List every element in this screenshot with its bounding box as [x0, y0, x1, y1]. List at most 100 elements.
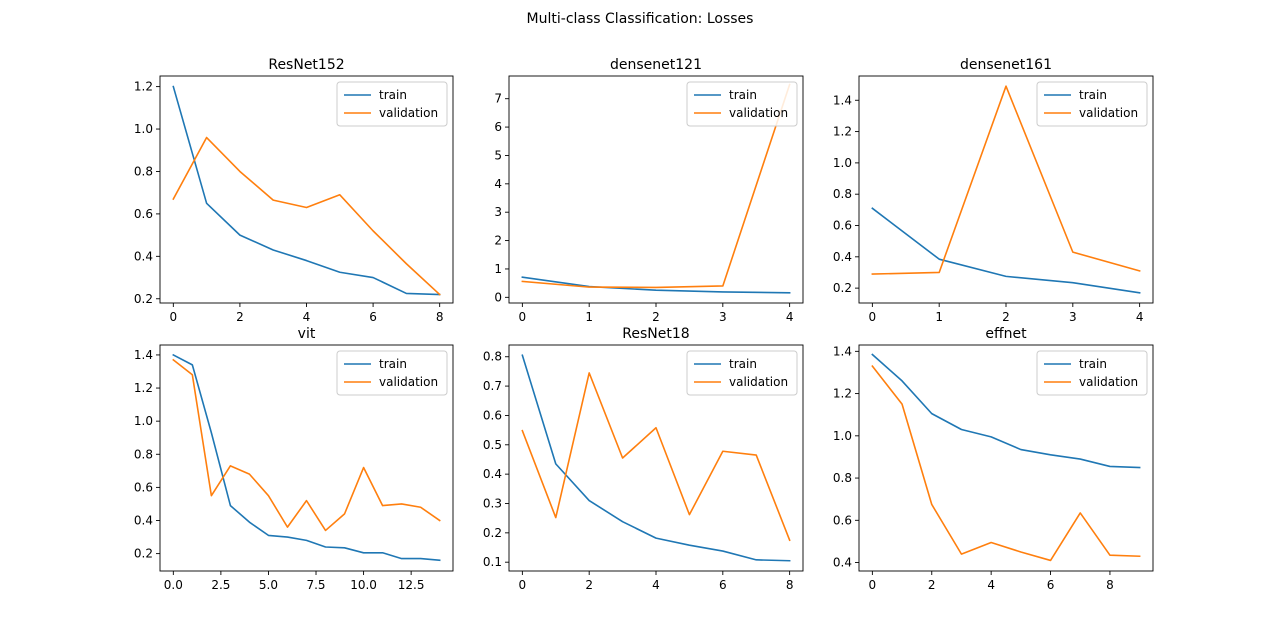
- subplot-title: vit: [298, 326, 316, 342]
- x-tick-label: 8: [1106, 578, 1114, 592]
- y-tick-label: 0.1: [483, 555, 502, 569]
- legend-box: [336, 350, 448, 396]
- x-tick-label: 4: [303, 310, 311, 324]
- subplot-title: densenet121: [610, 57, 702, 73]
- legend-label-train: train: [729, 357, 757, 371]
- x-tick-label: 2: [652, 310, 660, 324]
- subplot-2: densenet161 0 1 2 3 4 0.2 0.4 0.6 0.8 1.0 1.2 1.4 tra…: [833, 57, 1154, 324]
- x-tick-label: 0.0: [164, 578, 183, 592]
- series-lines: [871, 353, 1141, 562]
- y-tick-label: 1.2: [134, 80, 153, 94]
- x-tick-label: 6: [1047, 578, 1055, 592]
- x-tick-label: 6: [719, 578, 727, 592]
- series-line-validation: [871, 85, 1141, 275]
- series-line-train: [172, 353, 441, 562]
- y-tick-label: 0.4: [833, 556, 852, 570]
- x-tick-label: 1: [935, 310, 943, 324]
- y-tick-label: 0.8: [134, 447, 153, 461]
- series-line-train: [172, 85, 441, 296]
- legend-box: [336, 81, 448, 127]
- legend-box: [686, 81, 798, 127]
- x-tick-label: 2: [928, 578, 936, 592]
- x-tick-label: 5.0: [259, 578, 278, 592]
- legend-label-train: train: [379, 88, 407, 102]
- y-tick-label: 0.6: [134, 480, 153, 494]
- y-tick-label: 6: [494, 120, 502, 134]
- legend-label-train: train: [1079, 357, 1107, 371]
- y-tick-label: 0.7: [483, 379, 502, 393]
- x-tick-label: 10.0: [350, 578, 377, 592]
- series-line-train: [871, 207, 1141, 294]
- x-tick-label: 2.5: [211, 578, 230, 592]
- x-tick-label: 7.5: [306, 578, 325, 592]
- y-tick-label: 0.3: [483, 496, 502, 510]
- subplot-3: vit 0.0 2.5 5.0 7.5 10.0 12.5 0.2 0.4 0.6 0.8 1.0 1.…: [134, 326, 454, 592]
- series-line-train: [521, 354, 791, 562]
- series-lines: [871, 85, 1141, 294]
- legend-label-validation: validation: [379, 106, 438, 120]
- subplot-4: ResNet18 0 2 4 6 8 0.1 0.2 0.3 0.4 0.5 0.6 0.7 0.8 tra…: [483, 326, 804, 592]
- subplot-5: effnet 0 2 4 6 8 0.4 0.6 0.8 1.0 1.2 1.4 train valida…: [833, 326, 1154, 592]
- legend-label-validation: validation: [729, 375, 788, 389]
- series-line-validation: [521, 83, 791, 289]
- x-tick-label: 0: [519, 310, 527, 324]
- y-tick-label: 0.6: [833, 513, 852, 527]
- y-tick-label: 0.8: [833, 187, 852, 201]
- figure-suptitle: Multi-class Classification: Losses: [527, 11, 754, 27]
- legend-label-validation: validation: [379, 375, 438, 389]
- x-tick-label: 1: [585, 310, 593, 324]
- y-tick-label: 1.0: [833, 156, 852, 170]
- y-tick-label: 0.6: [483, 408, 502, 422]
- x-tick-label: 2: [236, 310, 244, 324]
- legend-label-validation: validation: [1079, 106, 1138, 120]
- series-lines: [521, 83, 791, 294]
- x-tick-label: 8: [786, 578, 794, 592]
- x-tick-label: 0: [869, 578, 877, 592]
- y-tick-label: 1.4: [833, 93, 852, 107]
- series-lines: [172, 85, 441, 296]
- y-tick-label: 0.2: [833, 281, 852, 295]
- x-tick-label: 4: [786, 310, 794, 324]
- y-tick-label: 0.2: [134, 547, 153, 561]
- y-tick-label: 0.5: [483, 438, 502, 452]
- legend: train validation: [1036, 350, 1148, 396]
- y-tick-label: 1.2: [134, 381, 153, 395]
- legend: train validation: [336, 350, 448, 396]
- y-tick-label: 4: [494, 177, 502, 191]
- x-tick-label: 6: [369, 310, 377, 324]
- legend-box: [1036, 350, 1148, 396]
- x-tick-label: 2: [1002, 310, 1010, 324]
- x-tick-label: 12.5: [398, 578, 425, 592]
- y-tick-label: 5: [494, 148, 502, 162]
- y-tick-label: 0.2: [134, 292, 153, 306]
- subplot-title: ResNet152: [268, 57, 344, 73]
- x-tick-label: 3: [719, 310, 727, 324]
- legend-label-train: train: [1079, 88, 1107, 102]
- y-tick-label: 0.6: [134, 207, 153, 221]
- y-tick-label: 7: [494, 92, 502, 106]
- y-tick-label: 1.0: [134, 122, 153, 136]
- series-line-train: [521, 276, 791, 294]
- subplot-title: effnet: [985, 326, 1027, 342]
- legend-label-validation: validation: [729, 106, 788, 120]
- series-line-validation: [871, 364, 1141, 562]
- y-tick-label: 0.4: [833, 250, 852, 264]
- x-tick-label: 0: [169, 310, 177, 324]
- series-line-validation: [521, 372, 791, 542]
- y-tick-label: 0.4: [134, 514, 153, 528]
- y-tick-label: 1.2: [833, 125, 852, 139]
- y-tick-label: 0.8: [833, 471, 852, 485]
- legend-label-validation: validation: [1079, 375, 1138, 389]
- legend-label-train: train: [379, 357, 407, 371]
- legend-box: [686, 350, 798, 396]
- series-lines: [521, 354, 791, 562]
- y-tick-label: 0.4: [483, 467, 502, 481]
- legend: train validation: [686, 81, 798, 127]
- y-tick-label: 1.2: [833, 387, 852, 401]
- y-tick-label: 1.0: [134, 414, 153, 428]
- y-tick-label: 1.0: [833, 429, 852, 443]
- y-tick-label: 3: [494, 205, 502, 219]
- legend-box: [1036, 81, 1148, 127]
- y-tick-label: 1.4: [833, 344, 852, 358]
